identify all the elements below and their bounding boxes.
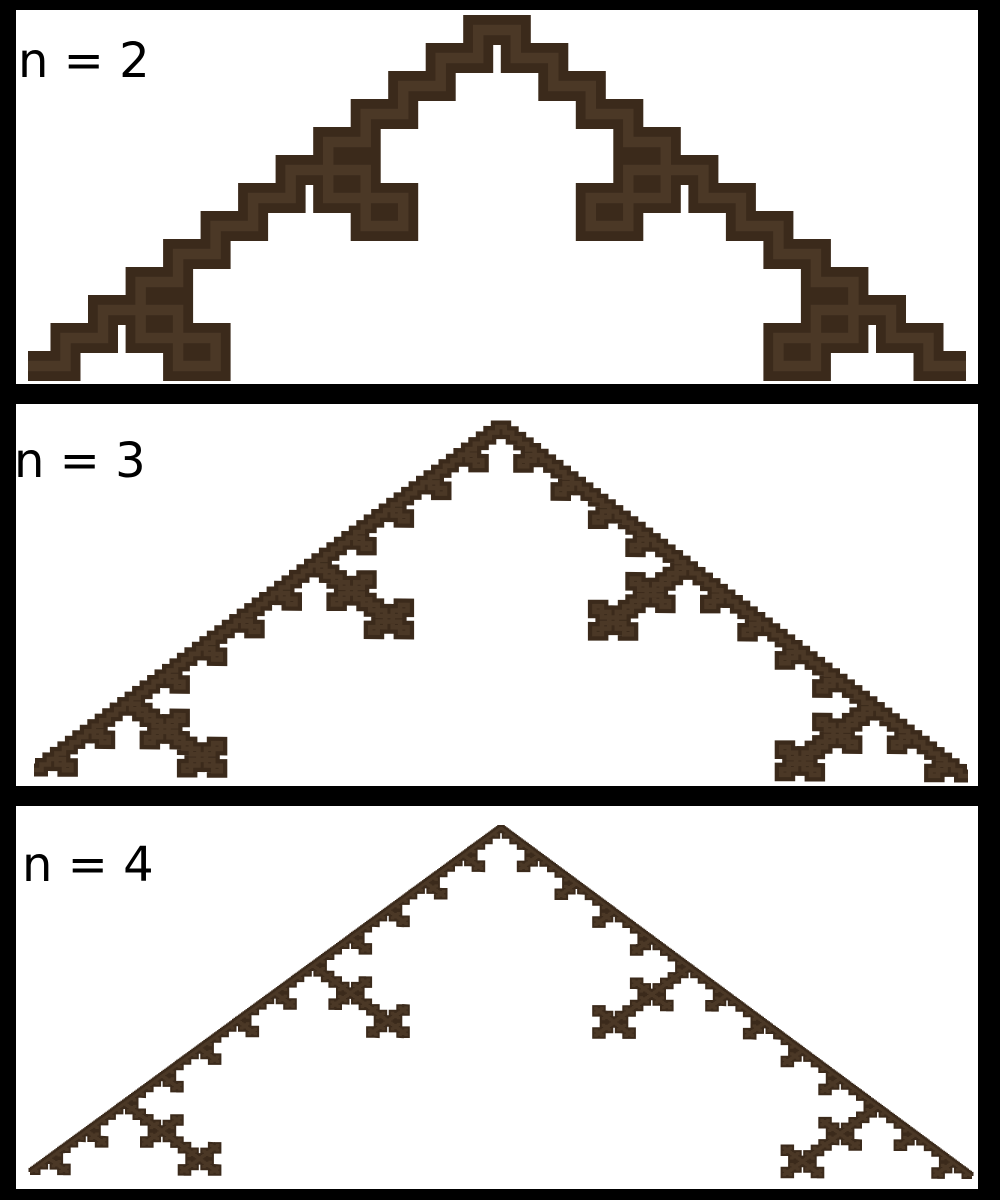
panel-label: n = 3 bbox=[16, 433, 146, 489]
panel-label: n = 2 bbox=[18, 33, 150, 89]
fractal-panel-n3: n = 3 bbox=[16, 404, 978, 786]
panel-label: n = 4 bbox=[22, 837, 154, 893]
fractal-curve-n4 bbox=[28, 825, 974, 1179]
fractal-curve-n3 bbox=[34, 420, 968, 783]
fractal-path-highlight bbox=[30, 826, 972, 1178]
fractal-panel-n4: n = 4 bbox=[16, 806, 978, 1189]
fractal-panel-n2: n = 2 bbox=[16, 10, 978, 384]
fractal-path bbox=[28, 15, 966, 381]
fractal-curve-n2 bbox=[28, 15, 966, 381]
fractal-path-highlight bbox=[28, 24, 966, 372]
fractal-path-highlight bbox=[34, 424, 968, 779]
